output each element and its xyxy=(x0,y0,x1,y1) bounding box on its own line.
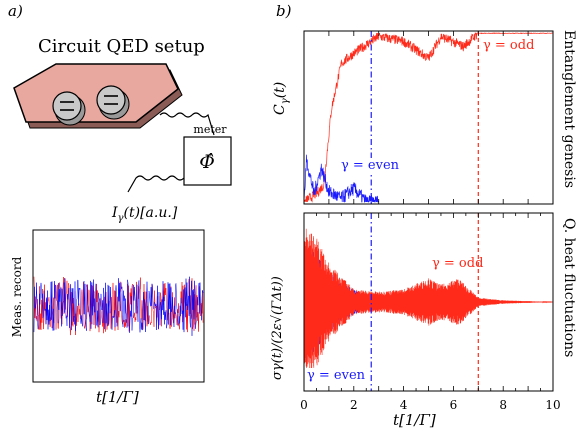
top-label-even: γ = even xyxy=(340,158,401,173)
record-noise xyxy=(33,276,204,336)
x-ticks: 0 2 4 6 8 10 xyxy=(300,398,560,412)
setup-title: Circuit QED setup xyxy=(38,36,205,57)
record-trace-1 xyxy=(33,276,204,336)
qubit-right xyxy=(96,85,130,120)
bottom-label-odd: γ = odd xyxy=(432,256,484,271)
current-label: Iγ(t)[a.u.] xyxy=(112,205,177,224)
bottom-series-odd xyxy=(303,228,554,376)
panel-b-xlabel: t[1/Γ] xyxy=(393,411,436,429)
bottom-ylabel: σγ(t)/(2ε√(ΓΔt)) xyxy=(270,276,285,380)
current-symbol: I xyxy=(112,205,118,221)
top-series-odd xyxy=(303,32,554,203)
x-tick-label: 0 xyxy=(300,398,308,412)
x-tick-label: 10 xyxy=(545,398,560,412)
current-units: (t)[a.u.] xyxy=(123,205,178,221)
record-xlabel: t[1/Γ] xyxy=(96,388,139,406)
x-tick-label: 6 xyxy=(450,398,458,412)
top-ylabel-sub: γ xyxy=(279,98,291,105)
x-tick-label: 4 xyxy=(400,398,408,412)
top-ylabel: Cγ(t) xyxy=(272,82,291,115)
circuit-diagram: meter Φ̂ xyxy=(13,63,232,193)
current-subscript: γ xyxy=(117,212,124,224)
top-plot-area xyxy=(303,31,554,204)
top-series-even xyxy=(303,154,379,203)
panel-a-label: a) xyxy=(8,2,23,20)
top-label-odd: γ = odd xyxy=(482,38,536,53)
measurement-record-plot xyxy=(32,229,205,383)
entanglement-side-label: Entanglement genesis xyxy=(561,30,577,188)
x-tick-label: 8 xyxy=(499,398,507,412)
meter-symbol: Φ̂ xyxy=(199,151,215,173)
top-ylabel-symbol: C xyxy=(272,104,288,115)
heat-side-label: Q. heat fluctuations xyxy=(561,218,577,358)
meter-label: meter xyxy=(193,123,227,136)
x-tick-label: 2 xyxy=(350,398,358,412)
bottom-label-even: γ = even xyxy=(306,368,367,383)
top-ylabel-rest: (t) xyxy=(272,81,288,99)
output-wire xyxy=(127,175,185,193)
qubit-left xyxy=(52,91,86,126)
coupling-wire xyxy=(159,112,215,136)
meter-box xyxy=(183,136,232,186)
panel-b-label: b) xyxy=(276,2,292,20)
